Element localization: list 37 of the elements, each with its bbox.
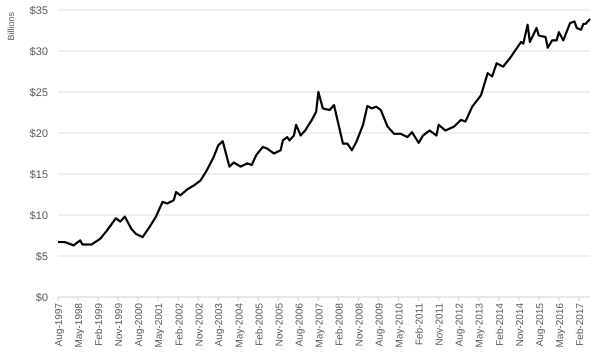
x-tick-label: Feb-2011 <box>414 302 426 346</box>
x-tick-label: Aug-2000 <box>134 302 146 346</box>
y-tick-label: $20 <box>30 128 48 140</box>
x-tick-label: May-1998 <box>74 302 85 348</box>
x-tick-label: Nov-2005 <box>274 302 286 346</box>
x-tick-label: Aug-2006 <box>294 302 306 346</box>
y-tick-label: $35 <box>30 5 48 17</box>
x-tick-label: Aug-1997 <box>54 302 65 346</box>
x-tick-label: Nov-2014 <box>514 302 526 346</box>
x-tick-label: May-2007 <box>314 302 326 348</box>
x-tick-label: Nov-2002 <box>194 302 206 346</box>
x-tick-label: May-2013 <box>474 302 486 348</box>
y-tick-label: $5 <box>36 251 48 263</box>
x-tick-label: Feb-2002 <box>174 302 186 346</box>
x-tick-label: Nov-2008 <box>354 302 366 346</box>
y-tick-label: $25 <box>30 87 48 99</box>
x-tick-label: Feb-2005 <box>254 302 266 346</box>
y-tick-label: $10 <box>30 210 48 222</box>
y-tick-label: $0 <box>36 292 48 304</box>
x-tick-label: Aug-2015 <box>534 302 546 346</box>
x-tick-label: May-2001 <box>154 302 166 348</box>
y-tick-label: $15 <box>30 169 48 181</box>
x-tick-label: Aug-2003 <box>214 302 226 346</box>
x-tick-label: Feb-2017 <box>575 302 586 346</box>
x-tick-label: Aug-2009 <box>374 302 386 346</box>
x-tick-label: Nov-1999 <box>114 302 126 346</box>
x-tick-label: May-2010 <box>394 302 406 348</box>
y-tick-label: $30 <box>30 46 48 58</box>
x-tick-label: Aug-2012 <box>454 302 466 346</box>
line-series <box>56 18 592 246</box>
x-tick-label: May-2004 <box>234 302 246 348</box>
x-tick-label: Feb-2014 <box>494 302 506 346</box>
x-tick-label: May-2016 <box>554 302 566 348</box>
x-tick-label: Nov-2011 <box>434 302 446 346</box>
x-tick-label: Feb-2008 <box>334 302 346 346</box>
x-tick-label: Feb-1999 <box>94 302 106 346</box>
y-axis-title: Billions <box>6 12 16 41</box>
